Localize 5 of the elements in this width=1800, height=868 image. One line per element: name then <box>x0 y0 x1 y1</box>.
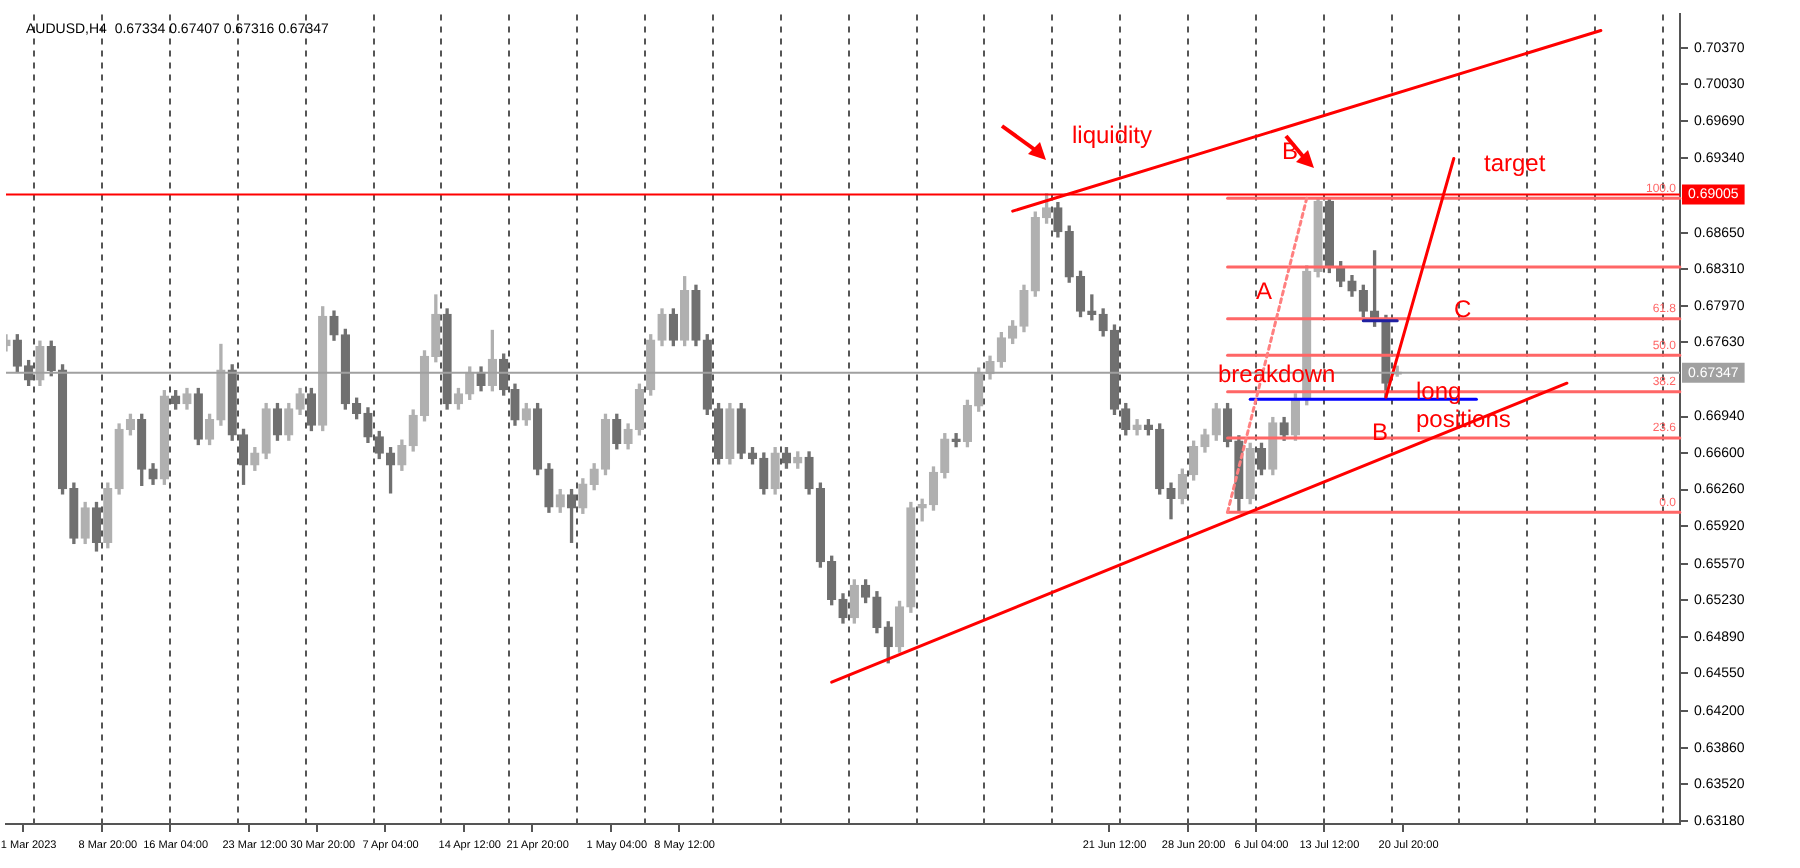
annotation: C <box>1454 294 1472 323</box>
annotation: breakdown <box>1218 360 1336 389</box>
annotation: A <box>1256 276 1273 305</box>
annotation: target <box>1484 148 1547 177</box>
annotation: liquidity <box>1072 120 1153 149</box>
